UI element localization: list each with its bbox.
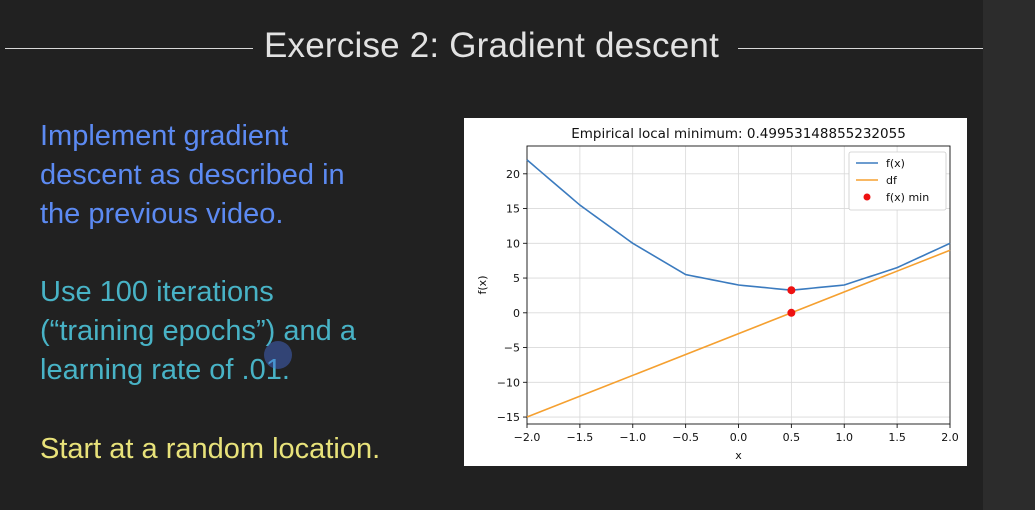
legend-label: f(x) [886,157,905,170]
instruction-implement: Implement gradient descent as described … [40,117,345,234]
x-axis-label: x [735,449,742,462]
y-tick-label: 0 [513,307,520,320]
x-tick-label: −0.5 [672,431,699,444]
side-panel [983,0,1035,510]
x-tick-label: 2.0 [941,431,959,444]
x-tick-label: 1.0 [836,431,854,444]
x-tick-label: −1.5 [567,431,594,444]
text-line: the previous video. [40,198,284,230]
y-tick-label: −5 [504,342,520,355]
y-tick-label: −10 [497,376,520,389]
y-tick-label: 5 [513,272,520,285]
title-rule-left [5,48,253,49]
min-point-marker [787,308,796,317]
pointer-highlight [264,341,292,369]
title-rule-right [738,48,983,49]
legend-swatch-marker [863,193,871,201]
slide-title: Exercise 2: Gradient descent [264,26,719,65]
instruction-start: Start at a random location. [40,430,380,469]
min-point-marker [787,286,796,295]
text-line: Implement gradient [40,120,289,152]
chart-title: Empirical local minimum: 0.4995314885523… [571,126,906,142]
x-tick-label: −1.0 [619,431,646,444]
x-tick-label: −2.0 [514,431,541,444]
instruction-iterations: Use 100 iterations (“training epochs”) a… [40,273,356,390]
y-tick-label: 15 [506,203,520,216]
chart-image: −2.0 −1.5 −1.0 −0.5 0.0 0.5 1.0 1.5 2.0 −15 −10 −5 0… [464,118,967,466]
series-line-df [526,249,951,418]
x-tick-label: 1.5 [888,431,906,444]
text-line: Start at a random location. [40,433,381,465]
legend: f(x) df f(x) min [848,151,947,211]
text-line: learning rate of .01. [40,354,290,386]
chart: −2.0 −1.5 −1.0 −0.5 0.0 0.5 1.0 1.5 2.0 −15 −10 −5 0… [476,126,959,462]
y-tick-label: 20 [506,168,520,181]
x-tick-label: 0.5 [783,431,801,444]
x-tick-label: 0.0 [730,431,748,444]
text-line: (“training epochs”) and a [40,315,356,347]
text-line: descent as described in [40,159,345,191]
legend-label: f(x) min [886,191,929,204]
text-line: Use 100 iterations [40,276,274,308]
y-tick-label: −15 [497,411,520,424]
legend-label: df [886,174,898,187]
series-line-fx [526,159,951,292]
legend-box [848,151,947,211]
y-axis-label: f(x) [476,276,489,295]
y-tick-label: 10 [506,237,520,250]
